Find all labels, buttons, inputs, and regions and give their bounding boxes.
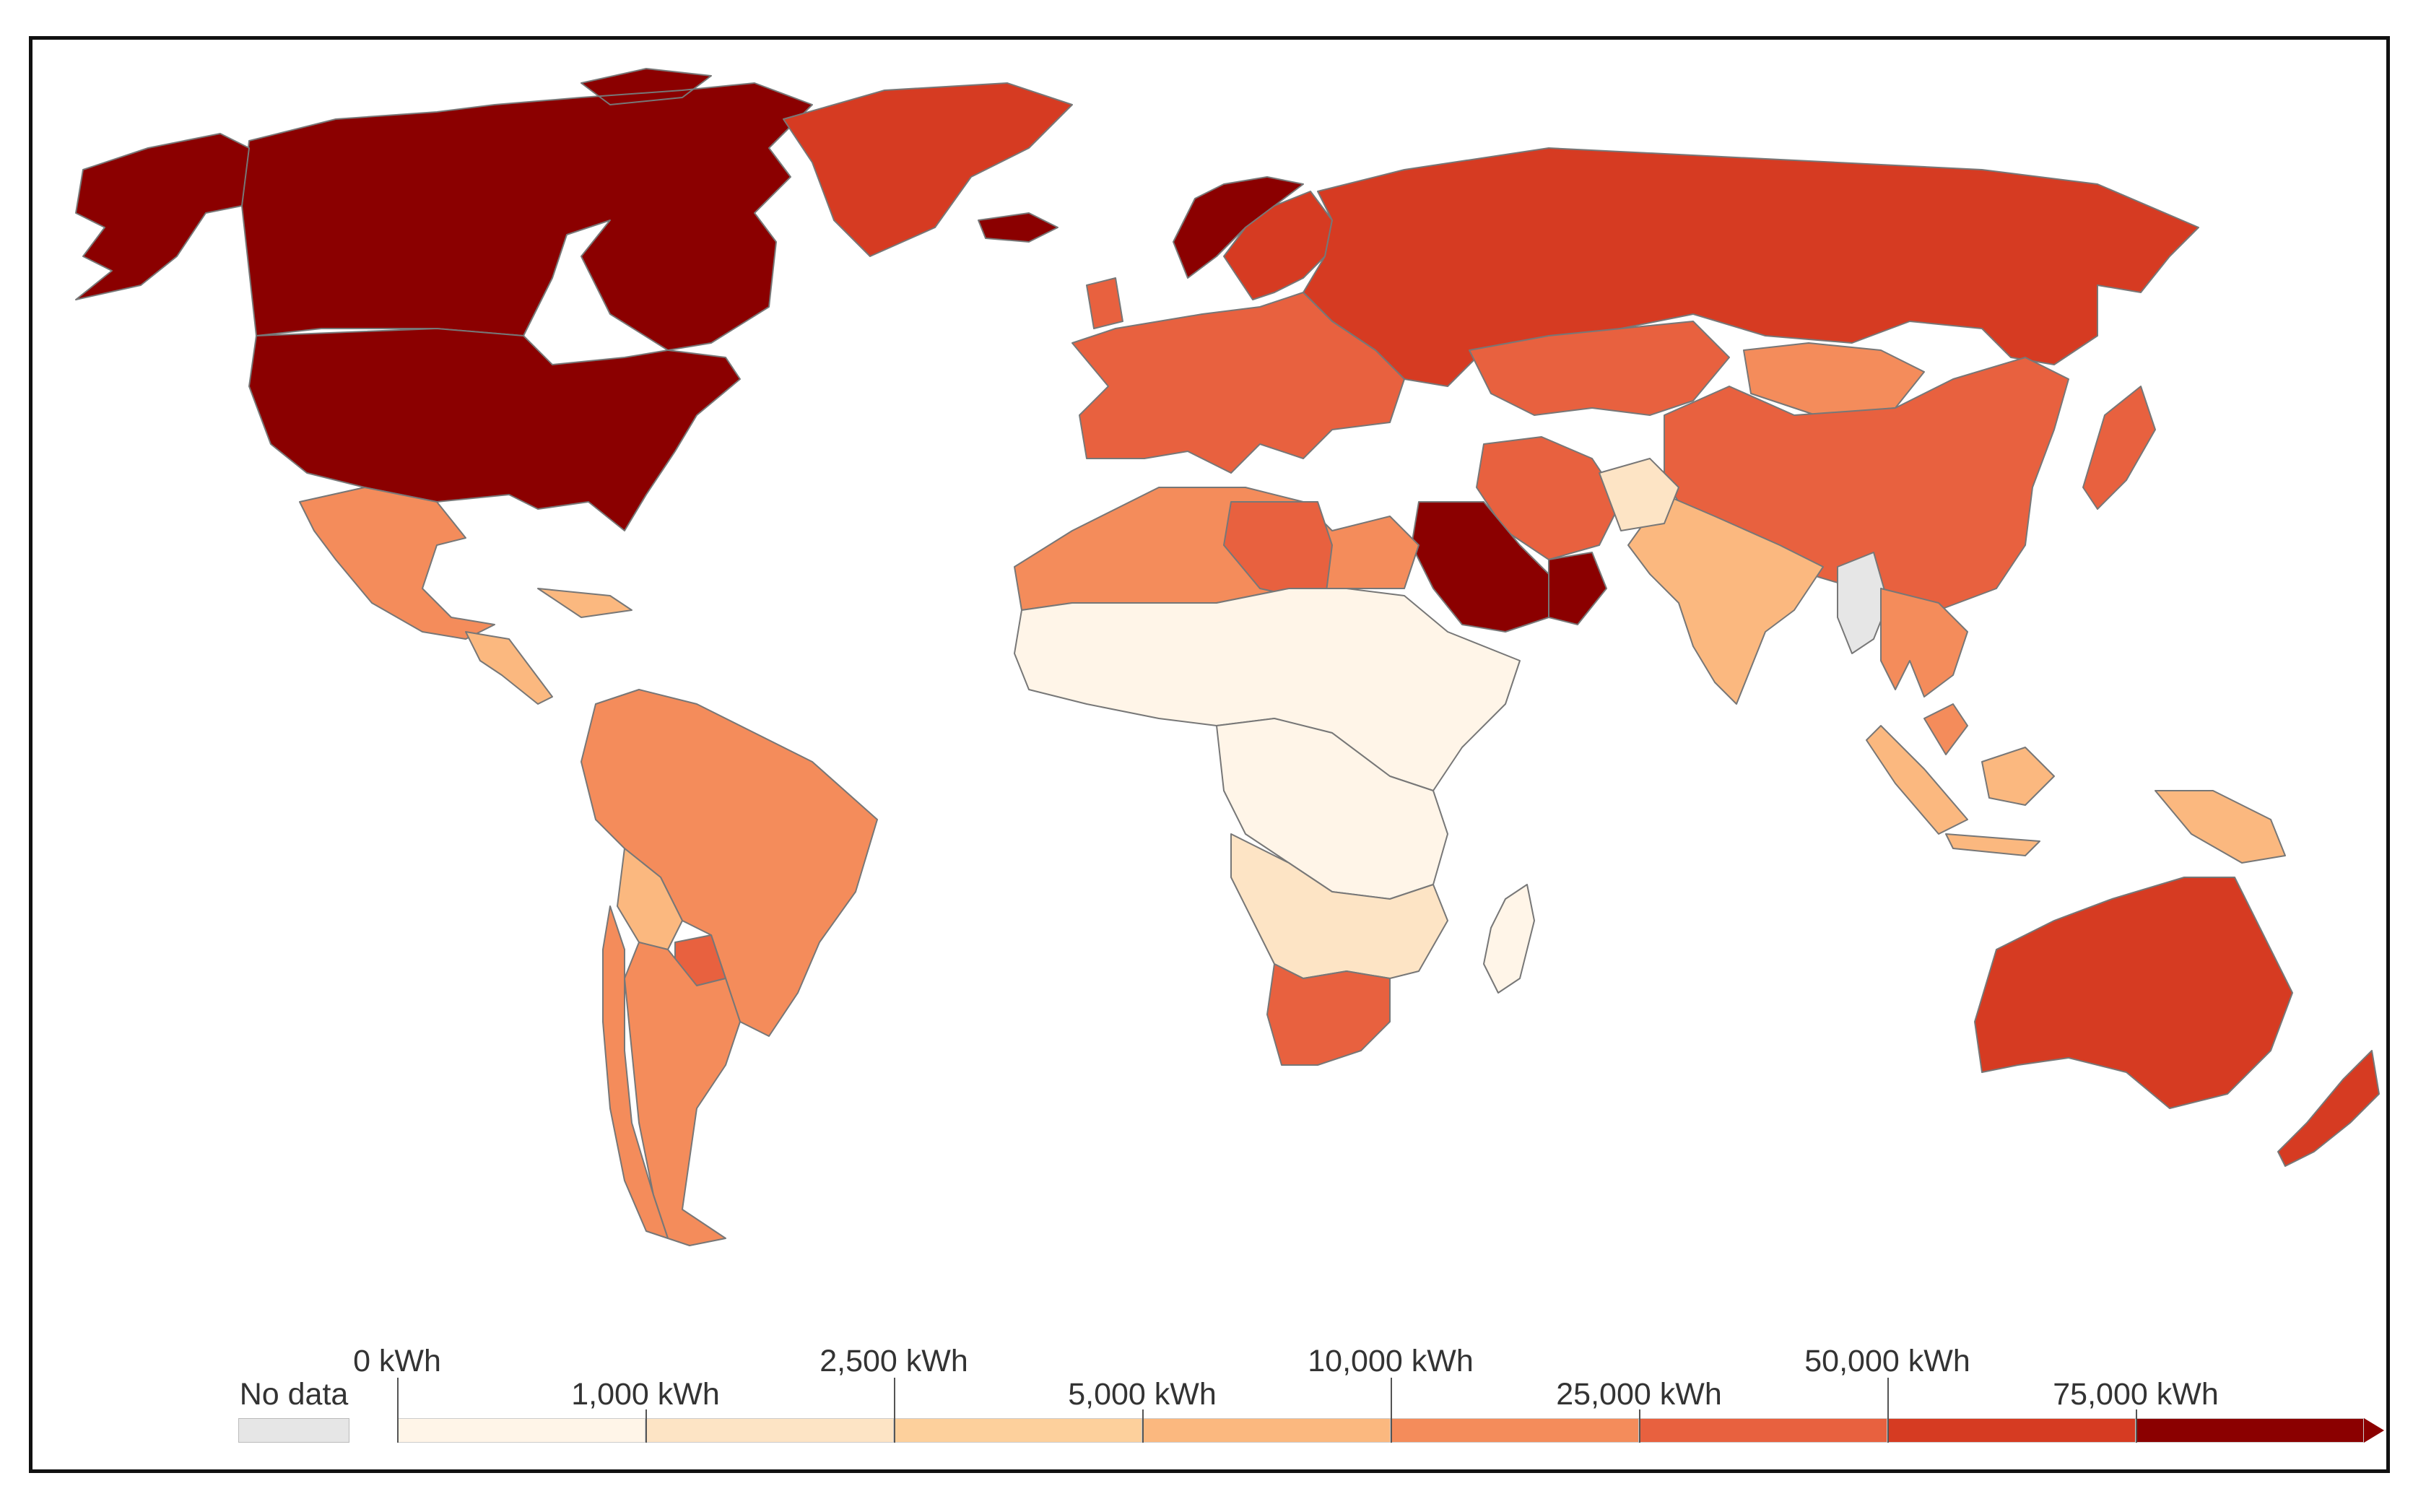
- legend-label-5: 25,000 kWh: [1556, 1377, 1722, 1412]
- map-region-southern-africa: [1230, 833, 1448, 979]
- legend-label-3: 5,000 kWh: [1068, 1377, 1217, 1412]
- map-region-southeast-asia: [1880, 588, 1968, 755]
- legend-swatch-3: [1142, 1418, 1391, 1443]
- legend-label-6: 50,000 kWh: [1804, 1344, 1970, 1378]
- map-region-south-africa: [1266, 963, 1391, 1066]
- map-region-india: [1627, 494, 1824, 705]
- map-region-europe: [1071, 277, 1405, 474]
- map-region-mexico: [299, 487, 495, 640]
- map-region-indonesia: [1866, 725, 2286, 864]
- world-map: [75, 68, 2380, 1246]
- legend-swatch-2: [894, 1418, 1142, 1443]
- legend-swatch-1: [645, 1418, 894, 1443]
- legend-label-4: 10,000 kWh: [1308, 1344, 1474, 1378]
- legend-arrow: [2364, 1418, 2384, 1443]
- legend-tick-3: [1142, 1409, 1144, 1443]
- map-region-afghanistan: [1599, 458, 1679, 531]
- legend-no-data-label: No data: [239, 1377, 349, 1412]
- map-region-greenland: [783, 82, 1073, 257]
- legend-tick-4: [1391, 1378, 1392, 1443]
- legend-swatch-5: [1639, 1418, 1887, 1443]
- map-region-alaska: [75, 133, 250, 300]
- legend-tick-6: [1887, 1378, 1889, 1443]
- legend-label-0: 0 kWh: [353, 1344, 441, 1378]
- map-region-saudi-arabia: [1411, 501, 1549, 633]
- map-region-chile: [602, 905, 669, 1239]
- map-region-canada: [241, 68, 813, 351]
- legend-tick-5: [1639, 1409, 1640, 1443]
- map-region-iceland: [978, 212, 1058, 243]
- legend-tick-2: [894, 1378, 895, 1443]
- legend-swatch-0: [397, 1418, 645, 1443]
- map-region-united-states: [248, 328, 741, 531]
- legend-tick-7: [2136, 1409, 2137, 1443]
- legend-tick-0: [397, 1378, 399, 1443]
- map-region-japan: [2082, 386, 2156, 510]
- legend-label-2: 2,500 kWh: [819, 1344, 968, 1378]
- legend-swatch-7: [2136, 1418, 2364, 1443]
- map-region-kazakhstan: [1469, 321, 1730, 416]
- legend-label-1: 1,000 kWh: [571, 1377, 720, 1412]
- legend-no-data-swatch: [238, 1418, 349, 1443]
- legend-tick-1: [645, 1409, 647, 1443]
- map-frame: [29, 36, 2390, 1473]
- map-region-mongolia: [1743, 342, 1925, 416]
- map-region-sahel: [1014, 588, 1521, 791]
- map-region-argentina: [624, 942, 741, 1246]
- map-region-norway: [1173, 176, 1304, 279]
- map-region-madagascar: [1483, 884, 1535, 994]
- map-region-australia: [1974, 877, 2293, 1109]
- legend-swatch-4: [1391, 1418, 1639, 1443]
- map-region-iran: [1476, 436, 1622, 560]
- map-region-myanmar: [1837, 552, 1889, 654]
- map-region-oman: [1548, 552, 1607, 625]
- legend-swatch-6: [1887, 1418, 2136, 1443]
- legend-label-7: 75,000 kWh: [2053, 1377, 2219, 1412]
- map-region-central-america: [465, 588, 632, 705]
- map-region-new-zealand: [2277, 1050, 2380, 1167]
